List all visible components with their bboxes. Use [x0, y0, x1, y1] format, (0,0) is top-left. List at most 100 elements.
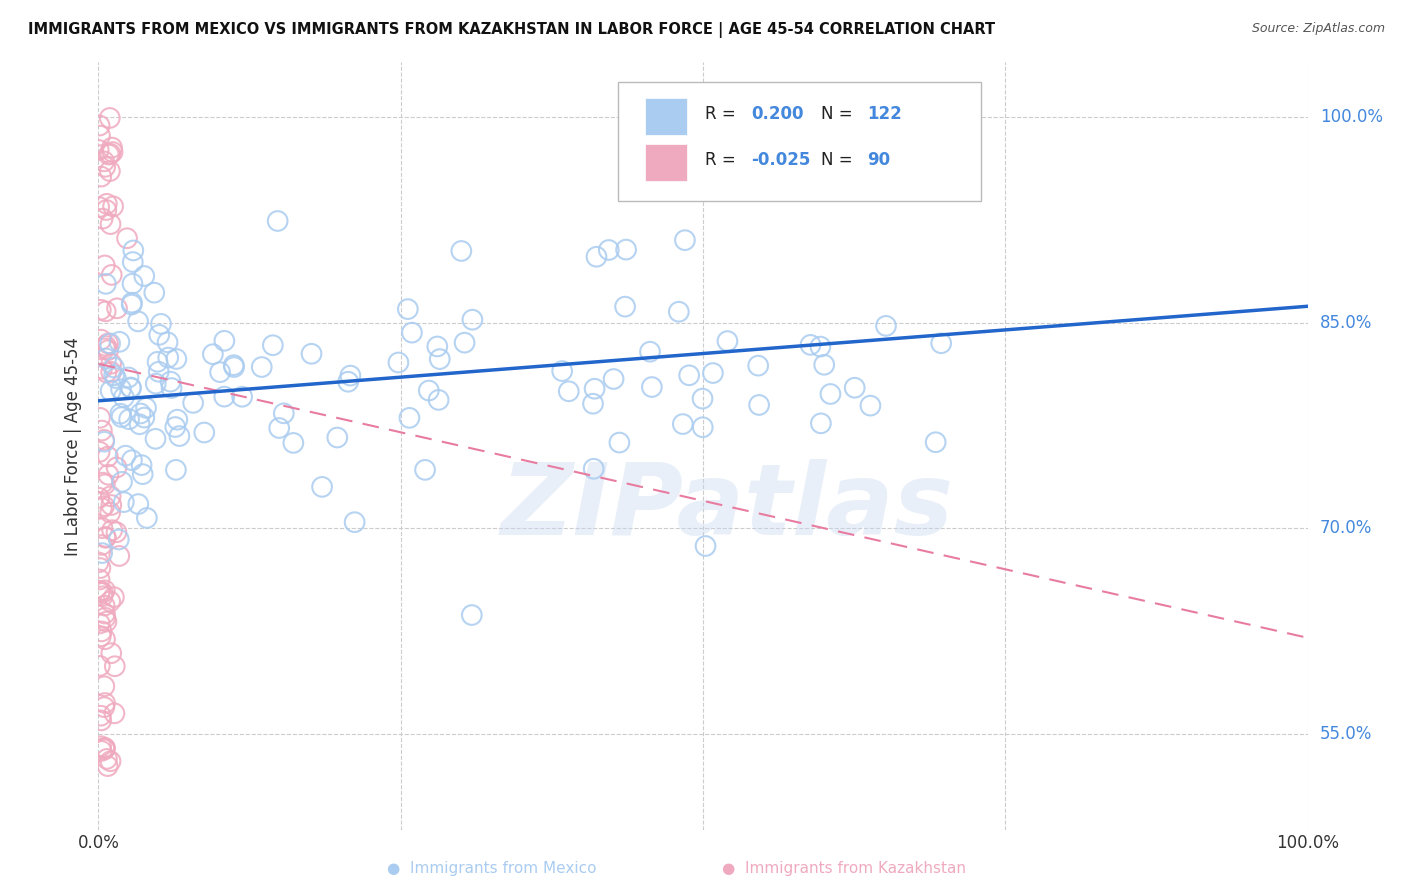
Point — [96, 615, 118, 629]
Text: R =: R = — [706, 105, 741, 123]
Point — [89, 128, 111, 143]
Point — [135, 401, 157, 415]
Point — [96, 202, 118, 217]
Text: N =: N = — [821, 151, 859, 169]
Point — [387, 355, 409, 369]
Point — [93, 700, 115, 714]
Point — [104, 659, 127, 673]
Text: 0.200: 0.200 — [751, 105, 804, 123]
Point — [311, 480, 333, 494]
Point — [89, 585, 111, 599]
Point — [96, 752, 118, 766]
Point — [678, 368, 700, 383]
Point — [94, 632, 117, 647]
Point — [98, 506, 121, 520]
Point — [115, 231, 138, 245]
Point — [97, 336, 120, 351]
Point — [301, 347, 323, 361]
Point — [121, 255, 143, 269]
Point — [93, 679, 115, 693]
Point — [231, 390, 253, 404]
Point — [94, 741, 117, 756]
Point — [96, 351, 118, 366]
Point — [94, 607, 117, 621]
Point — [426, 339, 449, 353]
Point — [87, 555, 110, 569]
Point — [93, 741, 115, 756]
Point — [94, 160, 117, 174]
Point — [169, 429, 191, 443]
Point — [100, 217, 122, 231]
Point — [100, 489, 122, 503]
Text: ●  Immigrants from Kazakhstan: ● Immigrants from Kazakhstan — [721, 861, 966, 876]
Point — [127, 314, 149, 328]
Point — [128, 417, 150, 432]
Point — [929, 336, 952, 351]
Point — [641, 380, 664, 394]
Point — [103, 360, 125, 375]
Point — [150, 317, 173, 331]
Point — [103, 590, 125, 604]
Point — [94, 530, 117, 544]
Y-axis label: In Labor Force | Age 45-54: In Labor Force | Age 45-54 — [65, 336, 83, 556]
Point — [90, 714, 112, 728]
Point — [134, 410, 156, 425]
Point — [90, 302, 112, 317]
Point — [100, 365, 122, 379]
Point — [110, 410, 132, 425]
Point — [157, 351, 180, 365]
Text: -0.025: -0.025 — [751, 151, 811, 169]
Point — [181, 396, 204, 410]
Point — [89, 200, 111, 214]
Point — [107, 533, 129, 547]
Point — [135, 511, 157, 525]
Point — [89, 561, 111, 575]
Point — [166, 412, 188, 426]
Point — [91, 546, 114, 560]
Point — [91, 211, 114, 226]
Point — [89, 573, 111, 587]
Point — [90, 629, 112, 643]
Point — [145, 376, 167, 391]
Point — [583, 382, 606, 396]
Point — [90, 424, 112, 438]
Text: IMMIGRANTS FROM MEXICO VS IMMIGRANTS FROM KAZAKHSTAN IN LABOR FORCE | AGE 45-54 : IMMIGRANTS FROM MEXICO VS IMMIGRANTS FRO… — [28, 22, 995, 38]
Point — [692, 392, 714, 406]
Point — [209, 365, 232, 379]
Point — [93, 433, 115, 447]
Point — [269, 421, 291, 435]
Point — [165, 351, 187, 366]
Point — [100, 754, 122, 768]
Point — [117, 370, 139, 384]
Point — [214, 390, 236, 404]
Point — [273, 406, 295, 420]
Point — [450, 244, 472, 258]
Point — [104, 371, 127, 385]
Point — [820, 387, 842, 401]
Point — [94, 696, 117, 710]
Point — [94, 611, 117, 625]
Point — [326, 430, 349, 444]
Point — [266, 214, 288, 228]
Point — [90, 708, 112, 723]
Text: 85.0%: 85.0% — [1320, 314, 1372, 332]
Point — [160, 381, 183, 395]
Point — [813, 358, 835, 372]
Point — [396, 302, 419, 317]
Point — [598, 243, 620, 257]
Point — [114, 449, 136, 463]
Point — [94, 342, 117, 356]
Point — [672, 417, 695, 431]
Point — [609, 435, 631, 450]
Point — [638, 344, 661, 359]
Point — [93, 499, 115, 513]
Point — [343, 515, 366, 529]
Point — [614, 243, 637, 257]
Point — [94, 339, 117, 353]
Point — [97, 759, 120, 773]
Point — [747, 359, 769, 373]
Point — [810, 417, 832, 431]
Point — [337, 375, 360, 389]
Point — [121, 453, 143, 467]
Point — [94, 259, 117, 273]
